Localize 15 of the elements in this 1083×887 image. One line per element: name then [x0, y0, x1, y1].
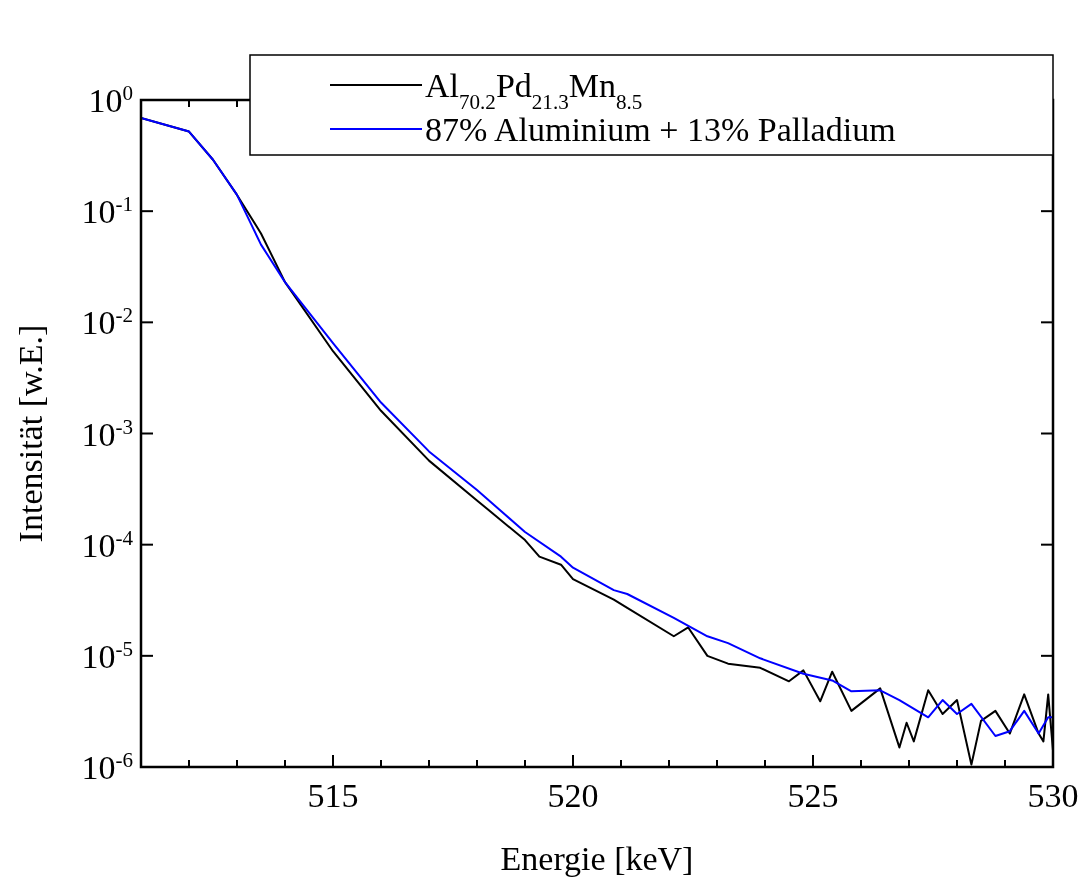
y-tick-label: 10$^{-5}$	[81, 636, 133, 675]
x-tick-label: 530	[1027, 777, 1079, 814]
y-tick-label: 10$^{-1}$	[81, 192, 133, 231]
y-tick-label: 10$^{-3}$	[81, 414, 133, 453]
y-axis-title: Intensität [w.E.]	[12, 324, 49, 543]
x-tick-label: 515	[307, 777, 359, 814]
x-tick-label: 525	[787, 777, 839, 814]
y-tick-label: 10$^{-6}$	[81, 748, 133, 786]
y-tick-label: 10$^{-2}$	[81, 303, 133, 342]
x-tick-label: 520	[547, 777, 599, 814]
y-tick-label: 10$^{0}$	[88, 81, 133, 119]
y-tick-label: 10$^{-4}$	[81, 525, 134, 564]
legend-label: 87% Aluminium + 13% Palladium	[425, 111, 896, 148]
legend-label: Al$_{70.2}$Pd$_{21.3}$Mn$_{8.5}$	[425, 67, 643, 114]
x-axis-title: Energie [keV]	[500, 840, 694, 877]
